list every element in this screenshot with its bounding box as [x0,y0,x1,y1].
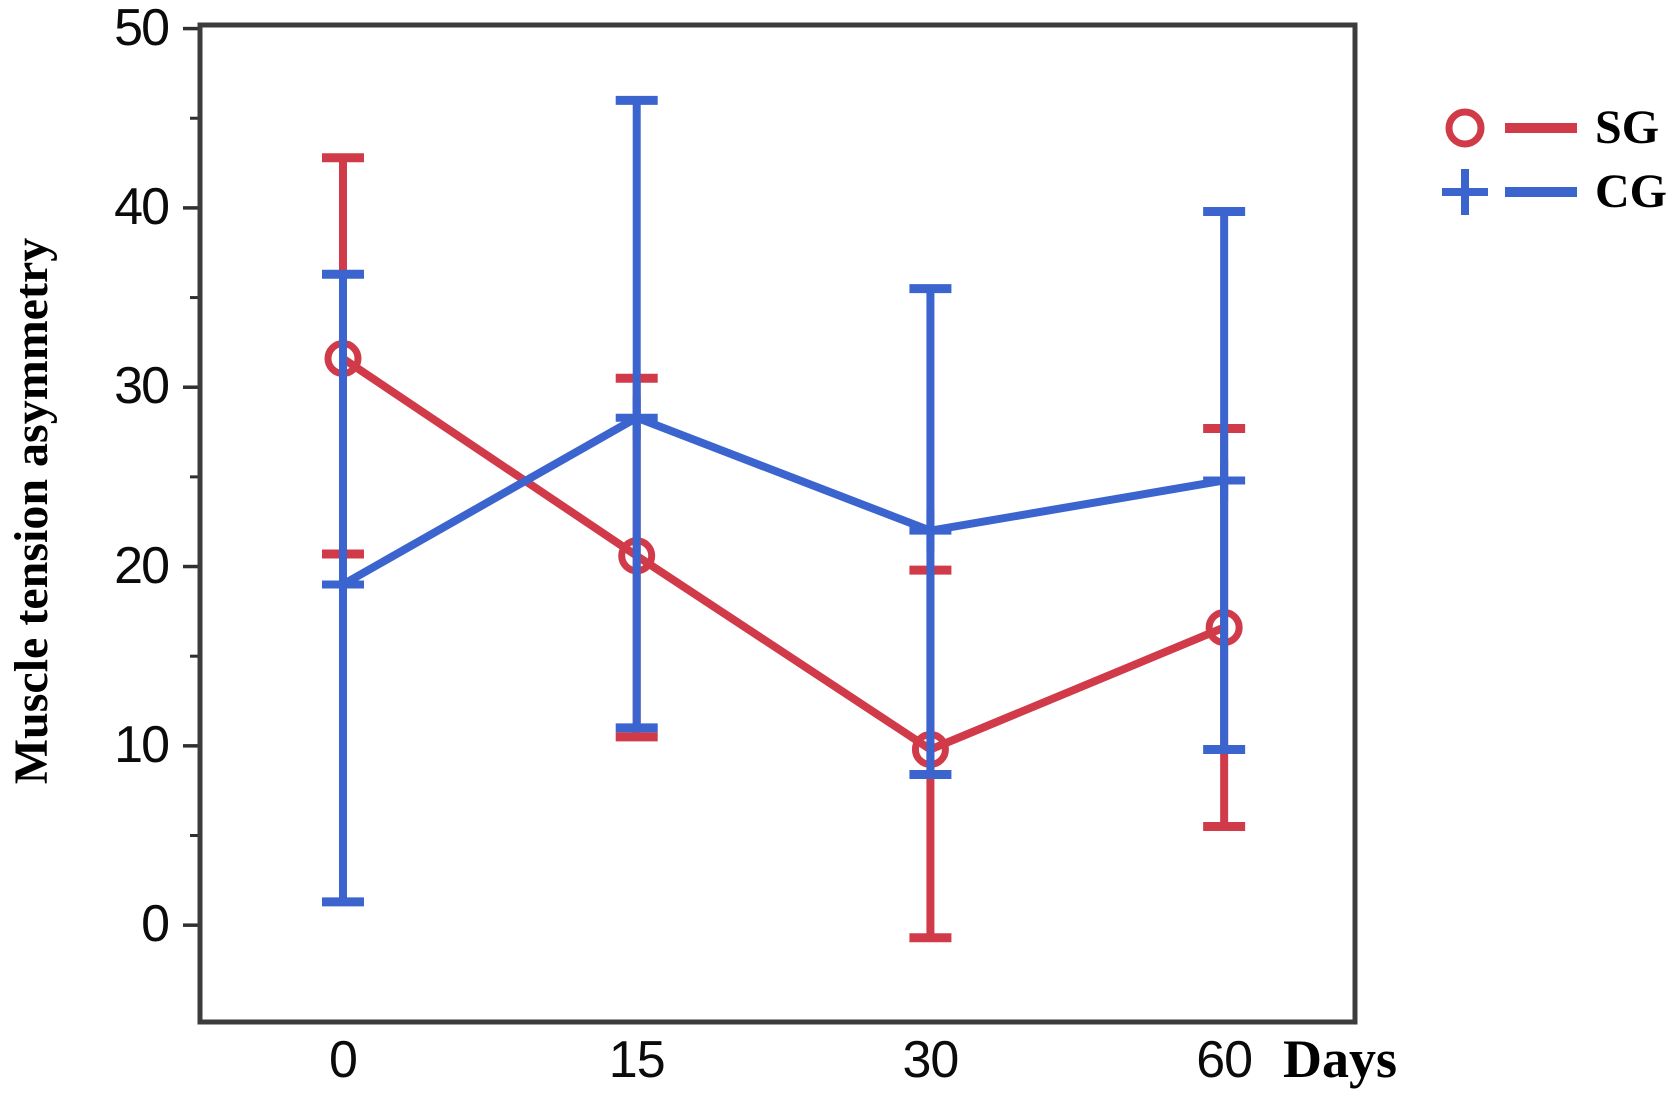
y-tick-label-40: 40 [114,177,170,236]
legend-item-cg: CG [1441,160,1667,224]
x-axis-title: Days [1283,1029,1398,1089]
y-tick-label-30: 30 [114,357,170,416]
series-line [341,413,1225,588]
y-tick-label-10: 10 [114,715,170,774]
legend-label-cg: CG [1595,165,1667,218]
plus-marker-icon [1442,169,1488,215]
series-sg [321,153,1246,943]
legend: SG CG [1441,96,1667,224]
sg-line-swatch-icon [1505,123,1577,133]
legend-label-sg: SG [1595,101,1660,154]
y-axis-ticks [183,26,198,927]
y-axis-title: Muscle tension asymmetry [5,237,58,785]
plot-frame [197,22,1358,1025]
series-cg [321,95,1246,907]
x-tick-label-60: 60 [1196,1031,1253,1089]
cg-line-swatch-icon [1505,187,1577,197]
x-axis-tick-labels: 0 15 30 60 [0,1030,1675,1096]
y-tick-label-0: 0 [141,894,170,953]
x-tick-label-30: 30 [902,1031,960,1089]
y-axis-tick-labels: 0 10 20 30 40 50 [0,0,170,1099]
y-tick-label-20: 20 [114,536,170,595]
legend-item-sg: SG [1441,96,1667,160]
x-tick-label-0: 0 [329,1031,358,1089]
circle-marker-icon [1445,108,1485,148]
x-tick-label-15: 15 [608,1031,666,1089]
series-line [340,355,1226,754]
y-tick-label-50: 50 [114,0,170,57]
